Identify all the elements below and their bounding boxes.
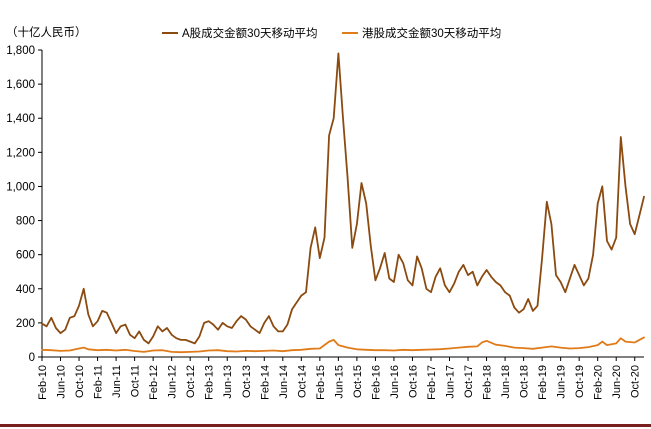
x-tick-label: Feb-13 (204, 365, 216, 400)
x-tick-label: Jun-17 (445, 365, 457, 399)
x-tick-label: Feb-20 (593, 365, 605, 400)
x-tick-label: Oct-11 (130, 365, 142, 397)
x-tick-label: Feb-16 (370, 365, 382, 400)
x-tick-label: Jun-12 (167, 365, 179, 399)
plot-area (41, 52, 645, 354)
x-tick-label: Feb-12 (148, 365, 160, 400)
y-tick-label: 400 (16, 284, 35, 296)
x-tick-label: Feb-19 (537, 365, 549, 400)
x-tick-label: Jun-18 (500, 365, 512, 399)
x-tick-label: Jun-15 (333, 365, 345, 399)
x-tick-label: Jun-11 (111, 365, 123, 398)
x-tick-label: Oct-20 (630, 365, 642, 398)
x-tick-label: Oct-16 (407, 365, 419, 398)
y-tick-label: 1,400 (6, 113, 35, 125)
legend: A股成交金额30天移动平均 港股成交金额30天移动平均 (162, 26, 501, 40)
y-tick-label: 0 (29, 352, 35, 364)
series-line-hk-share (41, 336, 645, 354)
y-tick-label: 200 (16, 318, 35, 330)
x-tick-label: Oct-15 (352, 365, 364, 398)
x-tick-label: Oct-17 (463, 365, 475, 398)
x-tick-label: Jun-14 (278, 365, 290, 399)
y-tick-label: 1,200 (6, 147, 35, 159)
x-tick-label: Oct-18 (519, 365, 531, 398)
x-tick-label: Feb-11 (93, 365, 105, 399)
x-tick-label: Feb-10 (37, 365, 49, 400)
x-tick-label: Jun-19 (556, 365, 568, 399)
y-tick-label: 1,000 (6, 181, 35, 193)
x-tick-label: Oct-10 (74, 365, 86, 398)
y-axis: 0 200 400 600 800 1,000 1,200 1,400 1,600 1,800 (6, 45, 43, 364)
x-tick-label: Jun-10 (56, 365, 68, 399)
bottom-rule (0, 424, 651, 427)
x-tick-label: Jun-20 (611, 365, 623, 399)
x-tick-label: Feb-17 (426, 365, 438, 400)
y-tick-label: 1,600 (6, 79, 35, 91)
legend-label-a-share: A股成交金额30天移动平均 (182, 26, 317, 40)
legend-label-hk-share: 港股成交金额30天移动平均 (362, 26, 501, 40)
x-axis: Feb-10 Jun-10 Oct-10 Feb-11 Jun-11 Oct-11 Feb-… (37, 356, 644, 400)
x-tick-label: Jun-13 (222, 365, 234, 399)
x-tick-label: Oct-19 (574, 365, 586, 398)
x-tick-label: Feb-15 (315, 365, 327, 400)
x-tick-label: Feb-18 (482, 365, 494, 400)
y-tick-label: 1,800 (6, 45, 35, 57)
y-tick-label: 600 (16, 250, 35, 262)
x-tick-label: Oct-14 (296, 365, 308, 398)
series-line-a-share (41, 52, 645, 345)
x-tick-label: Oct-12 (185, 365, 197, 398)
unit-label: （十亿人民币） (6, 25, 87, 39)
x-tick-label: Feb-14 (259, 365, 271, 400)
x-tick-label: Oct-13 (241, 365, 253, 398)
y-tick-label: 800 (16, 216, 35, 228)
x-tick-label: Jun-16 (389, 365, 401, 399)
